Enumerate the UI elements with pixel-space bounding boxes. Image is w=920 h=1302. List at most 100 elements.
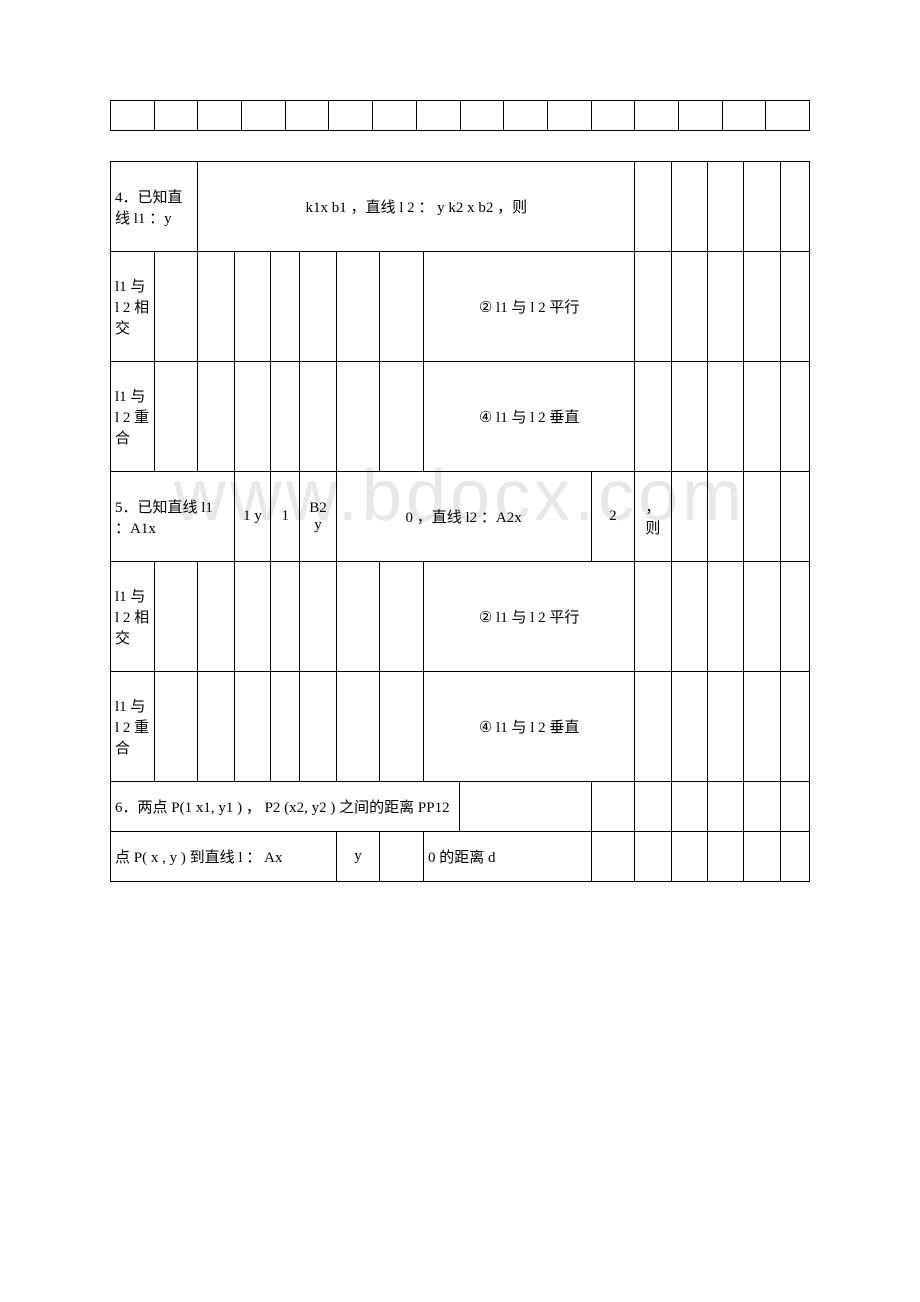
cell-text: 0 的距离 d (424, 832, 591, 882)
cell (198, 562, 234, 672)
cell (380, 362, 424, 472)
cell (271, 362, 300, 472)
cell (380, 832, 424, 882)
cell-text: ② l1 与 l 2 平行 (424, 562, 635, 672)
cell (300, 562, 336, 672)
top-empty-table (110, 100, 810, 131)
cell (591, 782, 635, 832)
cell (271, 672, 300, 782)
cell (234, 362, 270, 472)
table-row: 4．已知直线 l1 ：y k1x b1 ，直线 l 2 ： y k2 x b2 … (111, 162, 810, 252)
main-content-table: 4．已知直线 l1 ：y k1x b1 ，直线 l 2 ： y k2 x b2 … (110, 161, 810, 882)
cell (744, 832, 780, 882)
cell-text: 5．已知直线 l1 ：A1x (111, 472, 235, 562)
cell (707, 162, 743, 252)
cell-text: l1 与 l 2 重合 (111, 672, 155, 782)
cell (678, 101, 722, 131)
cell (671, 782, 707, 832)
cell (635, 672, 671, 782)
cell (780, 362, 809, 472)
cell (111, 101, 155, 131)
cell (460, 101, 504, 131)
cell (635, 162, 671, 252)
cell (198, 252, 234, 362)
cell (671, 672, 707, 782)
cell (336, 672, 380, 782)
cell (460, 782, 591, 832)
cell (635, 362, 671, 472)
table-row: l1 与 l 2 相交 ② l1 与 l 2 平行 (111, 562, 810, 672)
cell (707, 672, 743, 782)
cell (744, 162, 780, 252)
cell (635, 832, 671, 882)
cell (744, 782, 780, 832)
cell-text: k1x b1 ，直线 l 2 ： y k2 x b2 ，则 (198, 162, 635, 252)
cell-text: ④ l1 与 l 2 垂直 (424, 362, 635, 472)
cell (671, 832, 707, 882)
cell (707, 832, 743, 882)
cell (780, 472, 809, 562)
cell (744, 252, 780, 362)
table-row: 6．两点 P(1 x1, y1 ) ， P2 (x2, y2 ) 之间的距离 P… (111, 782, 810, 832)
cell (154, 562, 198, 672)
cell (198, 672, 234, 782)
cell (285, 101, 329, 131)
cell (271, 252, 300, 362)
cell (380, 252, 424, 362)
cell (635, 101, 679, 131)
cell-text: ② l1 与 l 2 平行 (424, 252, 635, 362)
cell (154, 101, 198, 131)
cell (271, 562, 300, 672)
table-row: l1 与 l 2 重合 ④ l1 与 l 2 垂直 (111, 672, 810, 782)
cell (198, 101, 242, 131)
cell (780, 252, 809, 362)
cell (744, 362, 780, 472)
cell (780, 832, 809, 882)
cell (234, 672, 270, 782)
cell-text: B2 y (300, 472, 336, 562)
cell (707, 362, 743, 472)
cell (671, 162, 707, 252)
cell (671, 472, 707, 562)
cell (154, 672, 198, 782)
cell-text: 1 (271, 472, 300, 562)
cell (504, 101, 548, 131)
cell-text: 6．两点 P(1 x1, y1 ) ， P2 (x2, y2 ) 之间的距离 P… (111, 782, 460, 832)
cell (591, 101, 635, 131)
cell (744, 472, 780, 562)
cell (671, 562, 707, 672)
cell-text: l1 与 l 2 重合 (111, 362, 155, 472)
table-row: l1 与 l 2 相交 ② l1 与 l 2 平行 (111, 252, 810, 362)
cell (373, 101, 417, 131)
cell (198, 362, 234, 472)
cell-text: ④ l1 与 l 2 垂直 (424, 672, 635, 782)
cell (780, 562, 809, 672)
cell-text: 2 (591, 472, 635, 562)
cell (635, 252, 671, 362)
cell-text: 0 ，直线 l2 ：A2x (336, 472, 591, 562)
cell (744, 672, 780, 782)
cell (722, 101, 766, 131)
cell (300, 672, 336, 782)
cell (234, 252, 270, 362)
cell (744, 562, 780, 672)
cell (154, 362, 198, 472)
cell-label: 4．已知直线 l1 ：y (111, 162, 198, 252)
table-row (111, 101, 810, 131)
table-row: l1 与 l 2 重合 ④ l1 与 l 2 垂直 (111, 362, 810, 472)
cell (336, 362, 380, 472)
cell (707, 562, 743, 672)
cell-text: 点 P( x , y ) 到直线 l ： Ax (111, 832, 337, 882)
cell (707, 782, 743, 832)
cell-text: l1 与 l 2 相交 (111, 252, 155, 362)
cell (707, 252, 743, 362)
document-page: www.bdocx.com (0, 0, 920, 992)
cell (242, 101, 286, 131)
cell (780, 672, 809, 782)
cell (671, 362, 707, 472)
cell (416, 101, 460, 131)
cell (766, 101, 810, 131)
table-row: 点 P( x , y ) 到直线 l ： Ax y 0 的距离 d (111, 832, 810, 882)
cell (780, 782, 809, 832)
cell-text: y (336, 832, 380, 882)
